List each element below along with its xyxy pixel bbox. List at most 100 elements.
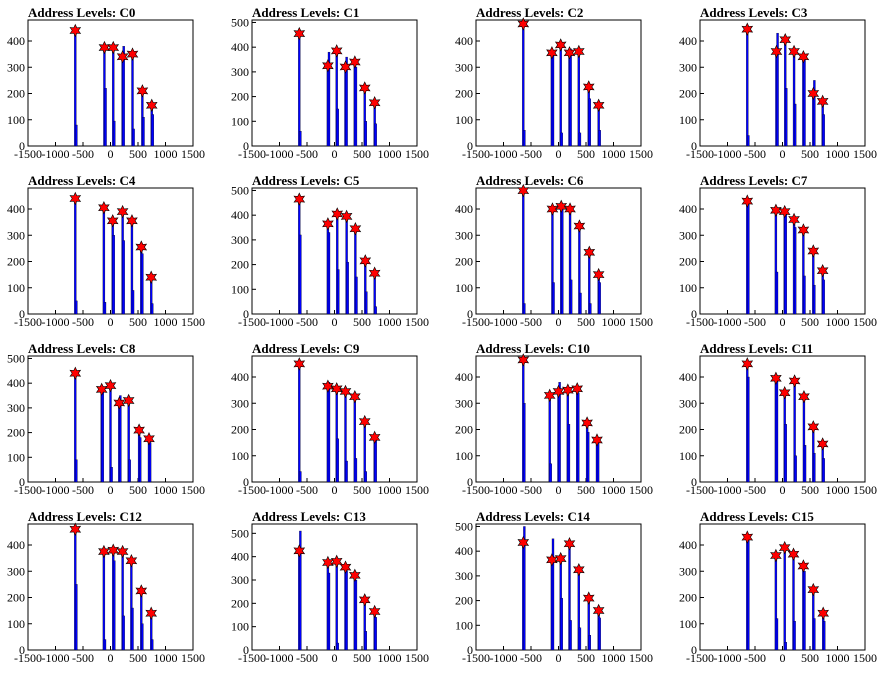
star-marker-icon bbox=[573, 44, 585, 59]
y-tick-label: 300 bbox=[679, 564, 697, 578]
y-tick-label: 400 bbox=[7, 376, 25, 390]
histogram-bar bbox=[102, 207, 106, 315]
histogram-bar bbox=[327, 572, 331, 651]
star-marker-icon bbox=[778, 540, 791, 555]
chart-title: Address Levels: C7 bbox=[700, 173, 808, 188]
y-tick-label: 0 bbox=[19, 307, 25, 321]
plot-frame bbox=[699, 187, 866, 315]
histogram-bar bbox=[364, 121, 368, 147]
histogram-bar bbox=[122, 46, 125, 147]
x-tick-label: -1000 bbox=[714, 147, 742, 161]
star-marker-icon bbox=[552, 384, 565, 399]
histogram-bar bbox=[345, 570, 348, 651]
y-tick-label: 100 bbox=[455, 281, 473, 295]
y-tick-label: 400 bbox=[7, 34, 25, 48]
y-tick-label: 300 bbox=[679, 60, 697, 74]
y-tick-label: 400 bbox=[7, 538, 25, 552]
star-marker-icon bbox=[592, 98, 605, 113]
star-marker-icon bbox=[798, 389, 810, 404]
star-marker-icon bbox=[145, 98, 158, 113]
x-tick-label: -1000 bbox=[42, 651, 70, 665]
y-tick-label: 0 bbox=[691, 475, 697, 489]
histogram-bar bbox=[122, 240, 125, 315]
x-tick-label: 0 bbox=[108, 651, 114, 665]
x-tick-label: 500 bbox=[353, 651, 371, 665]
chart-panel: Address Levels: C6 0 100 200 300 400 -1500 -100… bbox=[455, 173, 653, 329]
histogram-bar bbox=[822, 458, 825, 483]
histogram-bar bbox=[354, 458, 358, 483]
star-marker-icon bbox=[135, 240, 148, 254]
y-tick-label: 200 bbox=[231, 90, 249, 104]
chart-panel: Address Levels: C15 0 100 200 300 400 -1500 -10… bbox=[679, 509, 877, 665]
star-marker-icon bbox=[339, 384, 352, 399]
x-tick-label: 1000 bbox=[378, 315, 402, 329]
histogram-bar bbox=[598, 130, 601, 147]
y-tick-label: 0 bbox=[243, 139, 249, 153]
histogram-bar bbox=[822, 279, 825, 315]
chart-title: Address Levels: C4 bbox=[28, 173, 136, 188]
histogram-bar bbox=[522, 23, 525, 147]
y-tick-label: 100 bbox=[7, 281, 25, 295]
histogram-bar bbox=[813, 284, 816, 315]
histogram-bar bbox=[139, 437, 142, 483]
histogram-bar bbox=[374, 617, 377, 651]
chart-title: Address Levels: C10 bbox=[476, 341, 590, 356]
x-tick-label: -1000 bbox=[714, 483, 742, 497]
star-marker-icon bbox=[741, 22, 754, 36]
y-tick-label: 0 bbox=[467, 475, 473, 489]
y-tick-label: 200 bbox=[679, 87, 697, 101]
x-tick-label: -1500 bbox=[14, 147, 42, 161]
histogram-bar bbox=[813, 618, 816, 651]
x-tick-label: -1000 bbox=[714, 651, 742, 665]
x-tick-label: -500 bbox=[520, 315, 542, 329]
y-tick-label: 100 bbox=[231, 282, 249, 296]
histogram-bar bbox=[141, 253, 144, 315]
x-tick-label: -1500 bbox=[462, 147, 490, 161]
star-marker-icon bbox=[787, 547, 800, 561]
histogram-bar bbox=[803, 571, 806, 651]
star-marker-icon bbox=[517, 353, 530, 367]
chart-panel: Address Levels: C3 0 100 200 300 400 -1500 -100… bbox=[679, 5, 877, 161]
star-marker-icon bbox=[807, 86, 820, 101]
x-tick-label: -1000 bbox=[490, 483, 518, 497]
star-marker-icon bbox=[368, 430, 381, 445]
histogram-bar bbox=[131, 607, 134, 651]
x-tick-label: 1000 bbox=[602, 147, 626, 161]
y-tick-label: 400 bbox=[455, 34, 473, 48]
y-tick-label: 0 bbox=[467, 139, 473, 153]
y-tick-label: 400 bbox=[455, 544, 473, 558]
chart-panel: Address Levels: C4 0 100 200 300 400 -1500 -100… bbox=[7, 173, 205, 329]
y-tick-label: 200 bbox=[7, 87, 25, 101]
x-tick-label: 0 bbox=[556, 483, 562, 497]
x-tick-label: -500 bbox=[520, 651, 542, 665]
histogram-bar bbox=[570, 279, 573, 315]
y-tick-label: 200 bbox=[7, 426, 25, 440]
y-tick-label: 100 bbox=[231, 620, 249, 634]
histogram-bar bbox=[355, 276, 358, 315]
x-tick-label: 0 bbox=[556, 315, 562, 329]
star-marker-icon bbox=[126, 214, 138, 228]
x-tick-label: 500 bbox=[801, 147, 819, 161]
x-tick-label: 1000 bbox=[378, 651, 402, 665]
x-tick-label: 0 bbox=[556, 651, 562, 665]
histogram-bar bbox=[336, 642, 339, 651]
star-marker-icon bbox=[104, 378, 117, 393]
chart-panel: Address Levels: C10100200300400500-1500-… bbox=[231, 5, 429, 161]
x-tick-label: 1500 bbox=[405, 483, 429, 497]
chart-title: Address Levels: C14 bbox=[476, 509, 590, 524]
y-tick-label: 200 bbox=[7, 591, 25, 605]
chart-panel: Address Levels: C13 0 100 200 300 400 500 -1500… bbox=[231, 509, 429, 665]
x-tick-label: 1000 bbox=[154, 483, 178, 497]
star-marker-icon bbox=[69, 522, 82, 536]
histogram-bar bbox=[784, 424, 787, 483]
x-tick-label: 500 bbox=[577, 651, 595, 665]
star-marker-icon bbox=[592, 267, 605, 282]
star-marker-icon bbox=[592, 603, 605, 618]
histogram-bar bbox=[299, 530, 302, 651]
x-tick-label: 1500 bbox=[181, 315, 205, 329]
histogram-bar bbox=[327, 51, 331, 147]
y-tick-label: 300 bbox=[7, 60, 25, 74]
histogram-bar bbox=[345, 56, 348, 147]
star-marker-icon bbox=[770, 371, 782, 386]
